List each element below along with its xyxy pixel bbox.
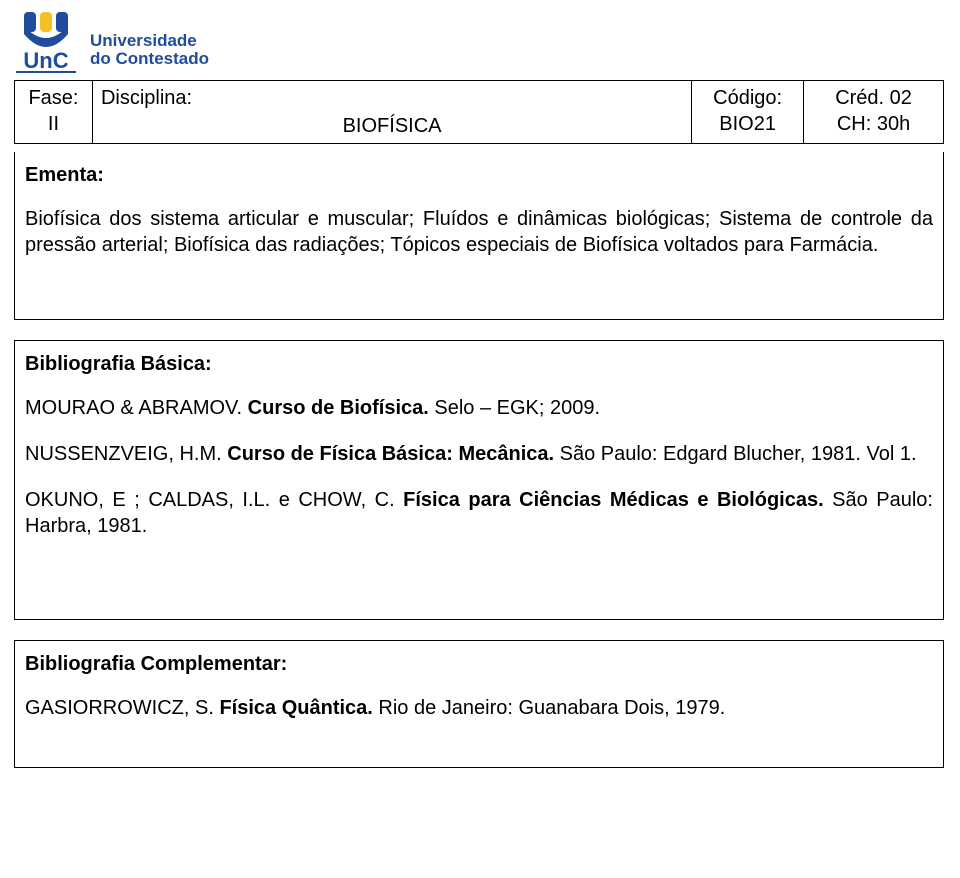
header-table: Fase: II Disciplina: BIOFÍSICA Código: B… bbox=[14, 80, 944, 144]
bib-pre: NUSSENZVEIG, H.M. bbox=[25, 443, 227, 465]
disciplina-name: BIOFÍSICA bbox=[101, 111, 683, 139]
ementa-heading: Ementa: bbox=[25, 162, 933, 188]
section-bibliografia-basica: Bibliografia Básica: MOURAO & ABRAMOV. C… bbox=[14, 340, 944, 620]
bib-pre: OKUNO, E ; CALDAS, I.L. e CHOW, C. bbox=[25, 489, 403, 511]
basica-heading: Bibliografia Básica: bbox=[25, 351, 933, 377]
cell-fase: Fase: II bbox=[15, 81, 93, 144]
codigo-value: BIO21 bbox=[719, 113, 776, 135]
cred-label: Créd. 02 bbox=[835, 87, 912, 109]
section-ementa: Ementa: Biofísica dos sistema articular … bbox=[14, 152, 944, 320]
compl-heading: Bibliografia Complementar: bbox=[25, 651, 933, 677]
fase-value: II bbox=[48, 113, 59, 135]
basica-item: NUSSENZVEIG, H.M. Curso de Física Básica… bbox=[25, 441, 933, 467]
logo-line2: do Contestado bbox=[90, 50, 209, 68]
unc-logo-icon: UnC bbox=[14, 8, 82, 78]
bib-post: São Paulo: Edgard Blucher, 1981. Vol 1. bbox=[554, 443, 916, 465]
cell-credits: Créd. 02 CH: 30h bbox=[804, 81, 944, 144]
header-grid: Fase: II Disciplina: BIOFÍSICA Código: B… bbox=[14, 80, 944, 144]
bib-title: Física Quântica. bbox=[219, 697, 372, 719]
basica-item: MOURAO & ABRAMOV. Curso de Biofísica. Se… bbox=[25, 395, 933, 421]
logo-block: UnC Universidade do Contestado bbox=[14, 8, 209, 78]
bib-title: Curso de Física Básica: Mecânica. bbox=[227, 443, 554, 465]
logo-text: Universidade do Contestado bbox=[90, 32, 209, 68]
fase-label: Fase: bbox=[28, 87, 78, 109]
ch-label: CH: 30h bbox=[837, 113, 910, 135]
svg-text:UnC: UnC bbox=[23, 48, 68, 73]
cell-codigo: Código: BIO21 bbox=[692, 81, 804, 144]
bib-pre: GASIORROWICZ, S. bbox=[25, 697, 219, 719]
logo-line1: Universidade bbox=[90, 32, 209, 50]
compl-item: GASIORROWICZ, S. Física Quântica. Rio de… bbox=[25, 695, 933, 721]
cell-disciplina: Disciplina: BIOFÍSICA bbox=[92, 81, 691, 144]
bib-title: Física para Ciências Médicas e Biológica… bbox=[403, 489, 824, 511]
basica-item: OKUNO, E ; CALDAS, I.L. e CHOW, C. Físic… bbox=[25, 487, 933, 539]
bib-post: Selo – EGK; 2009. bbox=[429, 397, 600, 419]
disciplina-label: Disciplina: bbox=[101, 85, 192, 111]
codigo-label: Código: bbox=[713, 87, 782, 109]
ementa-text: Biofísica dos sistema articular e muscul… bbox=[25, 206, 933, 258]
bib-title: Curso de Biofísica. bbox=[248, 397, 429, 419]
section-bibliografia-complementar: Bibliografia Complementar: GASIORROWICZ,… bbox=[14, 640, 944, 768]
bib-post: Rio de Janeiro: Guanabara Dois, 1979. bbox=[373, 697, 725, 719]
bib-pre: MOURAO & ABRAMOV. bbox=[25, 397, 248, 419]
